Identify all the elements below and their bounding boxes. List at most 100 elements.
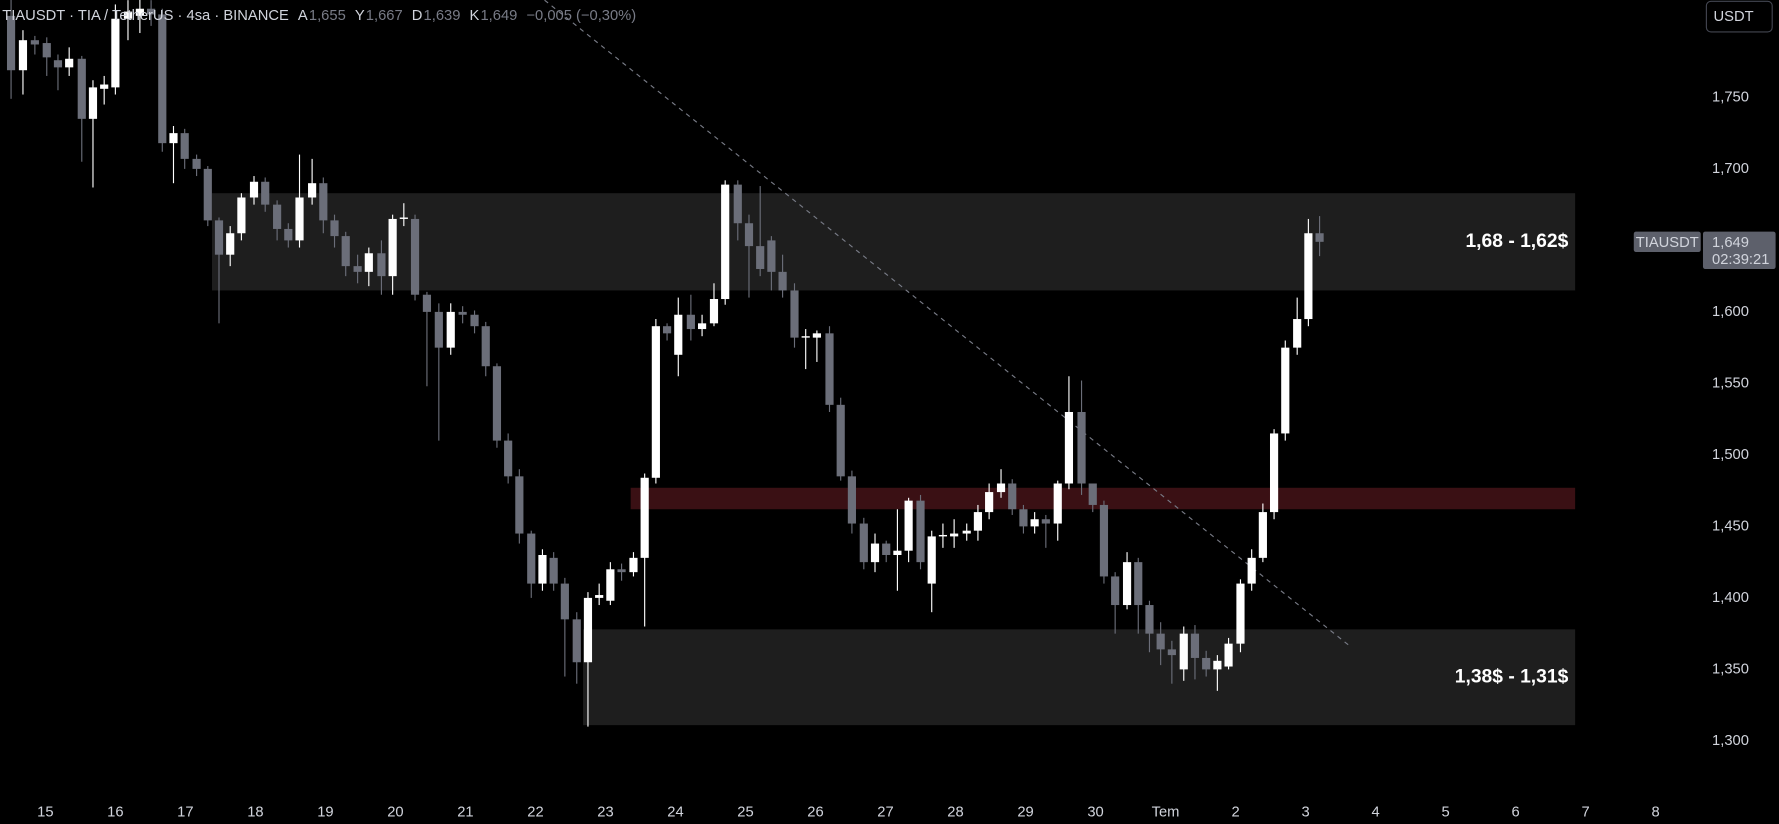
x-tick-label: Tem <box>1152 804 1180 820</box>
candle-body <box>1236 583 1245 644</box>
candle-body <box>733 184 742 224</box>
candle-body <box>560 583 569 620</box>
candle-body <box>261 181 270 205</box>
candle-body <box>123 11 133 19</box>
candle-body <box>1213 660 1222 670</box>
y-tick-label: 1,550 <box>1712 375 1749 391</box>
candle-body <box>790 290 799 338</box>
x-tick-label: 20 <box>387 804 403 820</box>
candle-body <box>1077 411 1086 484</box>
candle-body <box>135 8 144 16</box>
symbol-title: TIAUSDT · TIA / TetherUS · 4sa · BINANCE <box>2 8 289 24</box>
candle-body <box>962 530 971 534</box>
candle-body <box>111 18 120 88</box>
candle-body <box>1224 643 1233 667</box>
candle-body <box>825 333 834 405</box>
x-tick-label: 19 <box>317 804 333 820</box>
candle-body <box>203 168 212 221</box>
candle-body <box>30 40 39 45</box>
candle-body <box>100 84 109 89</box>
candle-body <box>1008 483 1017 510</box>
candle-body <box>640 477 649 558</box>
x-tick-label: 6 <box>1512 804 1520 820</box>
candle-body <box>77 58 86 119</box>
ohlc-label: K <box>470 8 480 24</box>
candle-body <box>319 183 328 221</box>
candle-body <box>377 253 386 277</box>
candle-body <box>1269 433 1279 513</box>
zone-label: 1,68 - 1,62$ <box>1465 231 1568 252</box>
candle-body <box>1315 233 1324 242</box>
x-tick-label: 2 <box>1231 804 1239 820</box>
candle-body <box>870 543 880 563</box>
candle-body <box>527 533 536 584</box>
symbol-tag: TIAUSDT <box>1636 235 1699 251</box>
symbol-tag-box <box>1633 231 1701 253</box>
y-tick-label: 1,600 <box>1712 304 1749 320</box>
x-tick-label: 15 <box>37 804 53 820</box>
candle-body <box>629 557 638 573</box>
candle-body <box>778 271 787 291</box>
x-tick-label: 25 <box>737 804 753 820</box>
y-tick-label: 1,350 <box>1712 661 1749 677</box>
x-tick-label: 29 <box>1017 804 1033 820</box>
candle-body <box>1019 509 1028 527</box>
candle-body <box>481 326 490 367</box>
candle-body <box>364 253 373 272</box>
candle-body <box>950 533 959 537</box>
y-tick-label: 1,450 <box>1712 518 1749 534</box>
x-tick-label: 18 <box>247 804 263 820</box>
candle-body <box>353 266 362 272</box>
candle-body <box>859 523 868 563</box>
price-change: −0,005 (−0,30%) <box>526 8 636 24</box>
countdown: 02:39:21 <box>1712 252 1769 268</box>
candle-body <box>893 550 902 555</box>
currency-button-frame[interactable] <box>1705 0 1773 33</box>
candle-body <box>399 217 408 219</box>
candle-body <box>18 40 28 71</box>
ohlc-value: 1,649 <box>480 8 517 24</box>
currency-button[interactable]: USDT <box>1705 0 1773 33</box>
candle-body <box>1304 233 1313 320</box>
candle-body <box>1064 411 1074 484</box>
last-price-box <box>1702 231 1776 270</box>
candle-body <box>882 543 891 555</box>
candle-body <box>470 314 479 327</box>
candle-body <box>595 595 604 598</box>
candle-body <box>341 236 350 267</box>
y-tick-label: 1,400 <box>1712 590 1749 606</box>
x-tick-label: 30 <box>1087 804 1103 820</box>
x-tick-label: 28 <box>947 804 963 820</box>
candle-body <box>744 223 754 247</box>
x-tick-label: 22 <box>527 804 543 820</box>
candle-body <box>169 133 178 144</box>
ohlc-value: 1,655 <box>309 8 346 24</box>
zone <box>583 629 1576 726</box>
x-tick-label: 23 <box>597 804 613 820</box>
candle-body <box>606 569 615 601</box>
candle-body <box>295 197 304 241</box>
currency-button-text[interactable]: USDT <box>1714 9 1754 25</box>
candle-body <box>237 197 246 234</box>
candle-body <box>847 476 856 524</box>
candle-body <box>214 220 224 255</box>
candle-body <box>812 333 821 338</box>
candle-body <box>938 534 948 537</box>
candle-body <box>1122 562 1132 606</box>
candle-body <box>1099 504 1109 577</box>
x-tick-label: 17 <box>177 804 193 820</box>
last-price: 1,649 <box>1712 235 1749 251</box>
x-tick-label: 24 <box>667 804 683 820</box>
candle-body <box>422 294 432 312</box>
candle-body <box>1190 633 1200 658</box>
candle-body <box>985 492 994 513</box>
candle-body <box>1041 519 1050 524</box>
candle-body <box>180 133 189 159</box>
candle-body <box>273 204 282 229</box>
candle-body <box>973 512 983 531</box>
ohlc-label: Y <box>355 8 365 24</box>
x-tick-label: 16 <box>107 804 123 820</box>
candle-body <box>756 246 765 269</box>
candles <box>6 0 1324 727</box>
candle-body <box>1053 483 1062 524</box>
